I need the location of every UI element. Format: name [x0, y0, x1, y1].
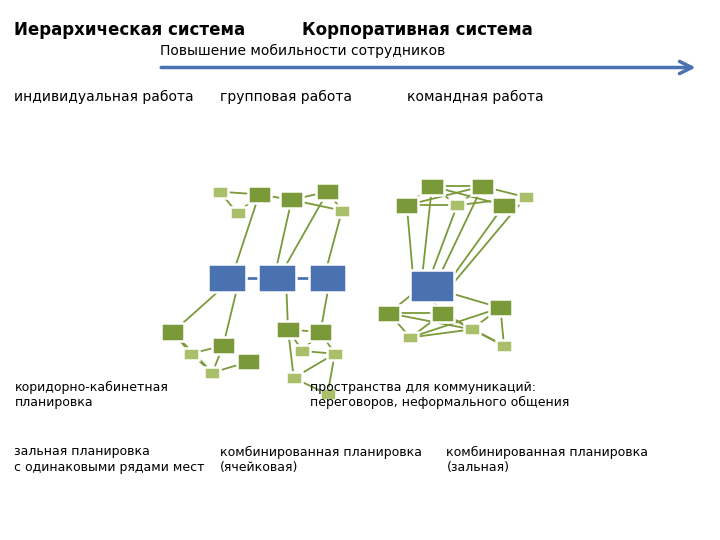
FancyBboxPatch shape — [464, 323, 480, 335]
FancyBboxPatch shape — [518, 191, 534, 203]
Text: Корпоративная система: Корпоративная система — [302, 21, 533, 39]
FancyBboxPatch shape — [395, 197, 418, 214]
FancyBboxPatch shape — [420, 178, 444, 195]
FancyBboxPatch shape — [161, 323, 184, 341]
FancyBboxPatch shape — [377, 305, 400, 322]
FancyBboxPatch shape — [248, 186, 271, 203]
Text: зальная планировка
с одинаковыми рядами мест: зальная планировка с одинаковыми рядами … — [14, 446, 205, 474]
FancyBboxPatch shape — [212, 337, 235, 354]
Text: командная работа: командная работа — [407, 90, 544, 104]
FancyBboxPatch shape — [471, 178, 494, 195]
FancyBboxPatch shape — [489, 299, 512, 316]
FancyBboxPatch shape — [496, 340, 512, 352]
Text: коридорно-кабинетная
планировка: коридорно-кабинетная планировка — [14, 381, 168, 409]
FancyBboxPatch shape — [286, 372, 302, 384]
Text: индивидуальная работа: индивидуальная работа — [14, 90, 194, 104]
FancyBboxPatch shape — [327, 348, 343, 360]
FancyBboxPatch shape — [204, 367, 220, 379]
Text: пространства для коммуникаций:
переговоров, неформального общения: пространства для коммуникаций: переговор… — [310, 381, 569, 409]
FancyBboxPatch shape — [402, 332, 418, 343]
FancyBboxPatch shape — [431, 305, 454, 322]
Text: комбинированная планировка
(ячейковая): комбинированная планировка (ячейковая) — [220, 446, 422, 474]
FancyBboxPatch shape — [183, 348, 199, 360]
FancyBboxPatch shape — [280, 191, 303, 208]
FancyBboxPatch shape — [258, 264, 296, 292]
FancyBboxPatch shape — [276, 321, 300, 338]
FancyBboxPatch shape — [208, 264, 246, 292]
FancyBboxPatch shape — [320, 388, 336, 400]
FancyBboxPatch shape — [230, 207, 246, 219]
FancyBboxPatch shape — [410, 270, 454, 302]
FancyBboxPatch shape — [309, 264, 346, 292]
FancyBboxPatch shape — [492, 197, 516, 214]
FancyBboxPatch shape — [294, 345, 310, 357]
FancyBboxPatch shape — [212, 186, 228, 198]
Text: Иерархическая система: Иерархическая система — [14, 21, 246, 39]
FancyBboxPatch shape — [309, 323, 332, 341]
Text: Повышение мобильности сотрудников: Повышение мобильности сотрудников — [160, 44, 445, 58]
Text: комбинированная планировка
(зальная): комбинированная планировка (зальная) — [446, 446, 649, 474]
FancyBboxPatch shape — [316, 183, 339, 200]
FancyBboxPatch shape — [449, 199, 465, 211]
FancyBboxPatch shape — [334, 205, 350, 217]
Text: групповая работа: групповая работа — [220, 90, 351, 104]
FancyBboxPatch shape — [237, 353, 260, 370]
